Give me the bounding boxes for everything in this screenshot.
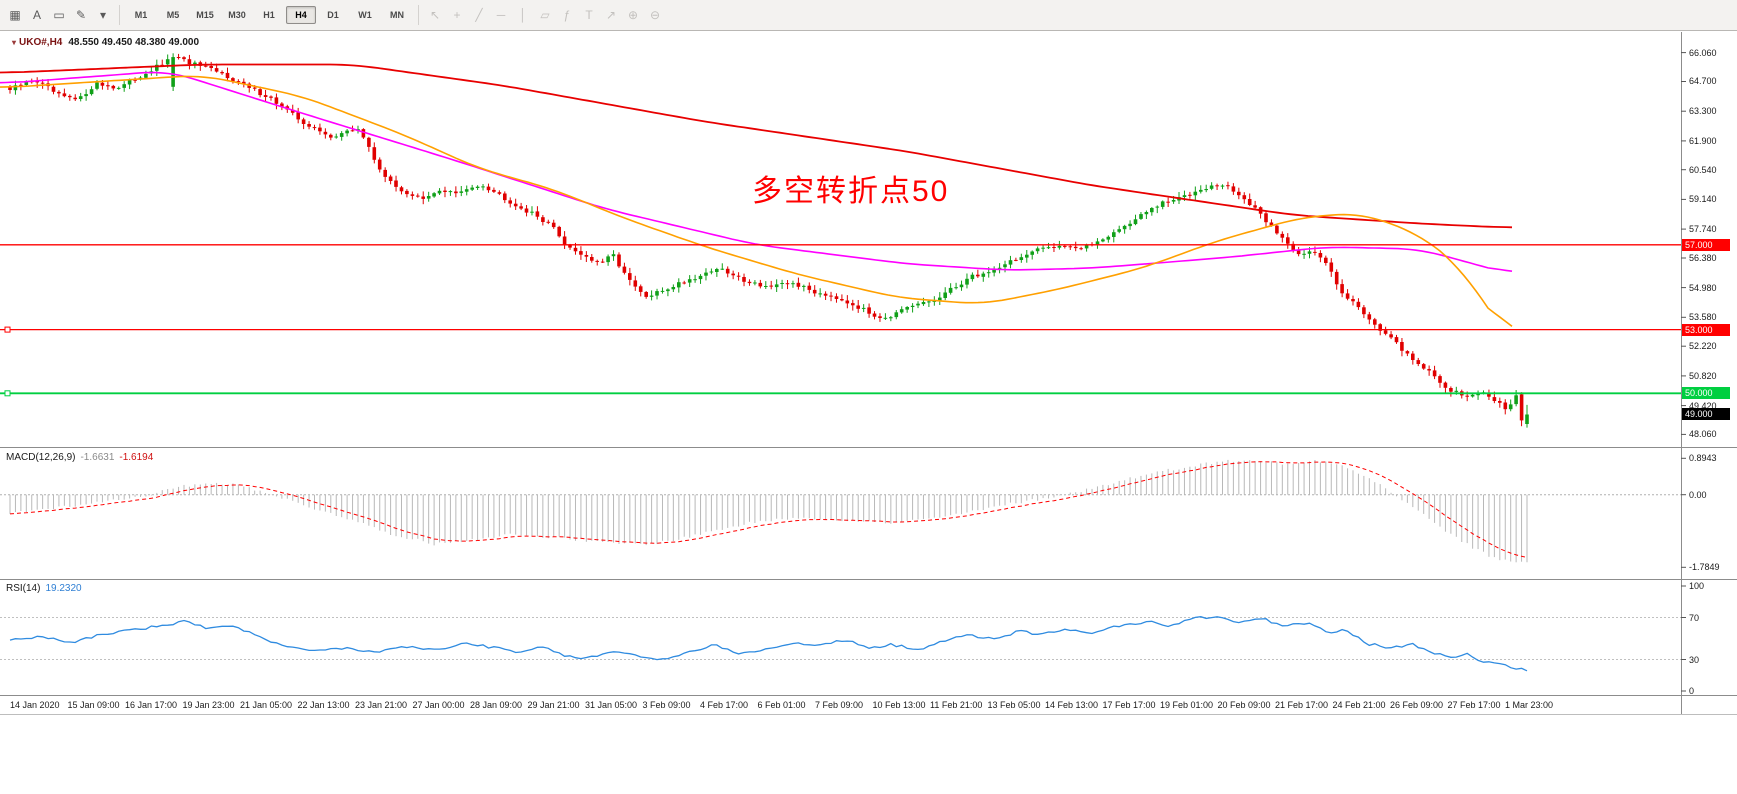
timeframe-button-m30[interactable]: M30 [228, 10, 246, 20]
timeframe-button-m15[interactable]: M15 [196, 10, 214, 20]
channel-icon[interactable]: ▱ [540, 8, 550, 22]
zoom-out-icon[interactable]: ⊖ [649, 8, 661, 22]
rsi-layer [0, 616, 1681, 672]
fibonacci-icon[interactable]: ƒ [563, 8, 571, 22]
toolbar: ▦ A ▭ ✎ ▾ M1 M5 M15 M30 H1 H4 D1 W1 MN ↖ + ╱ ─ │ ▱ ƒ T ↗ ⊕ ⊖ [0, 0, 1737, 31]
timeframe-button-mn[interactable]: MN [390, 10, 404, 20]
timeframe-button-w1[interactable]: W1 [358, 10, 372, 20]
timeframe-button-h4[interactable]: H4 [286, 6, 316, 24]
candles-layer [8, 53, 1529, 428]
moving-averages-layer [0, 63, 1513, 327]
crosshair-icon[interactable]: + [453, 8, 461, 22]
trendline-icon[interactable]: ╱ [475, 8, 483, 22]
timeframe-button-m5[interactable]: M5 [166, 10, 180, 20]
template-icon[interactable]: ▭ [53, 8, 65, 22]
panel-frame [0, 32, 1737, 715]
indicators-grid-icon[interactable]: ▦ [9, 8, 21, 22]
timeframe-button-h1[interactable]: H1 [263, 10, 275, 20]
timeframe-button-m1[interactable]: M1 [134, 10, 148, 20]
text-tool-icon[interactable]: A [32, 8, 41, 22]
macd-layer [0, 459, 1681, 563]
horizontal-lines-layer [0, 244, 1681, 397]
arrow-tool-icon[interactable]: ↗ [605, 8, 617, 22]
scale-ticks [1681, 52, 1686, 692]
timeframe-button-d1[interactable]: D1 [327, 10, 339, 20]
zoom-in-icon[interactable]: ⊕ [627, 8, 639, 22]
vertical-line-icon[interactable]: │ [519, 8, 527, 22]
horizontal-line-icon[interactable]: ─ [496, 8, 506, 22]
text-label-icon[interactable]: T [585, 8, 593, 22]
draw-tool-dropdown-icon[interactable]: ▾ [99, 8, 107, 22]
cursor-icon[interactable]: ↖ [429, 8, 441, 22]
draw-tool-icon[interactable]: ✎ [75, 8, 87, 22]
toolbar-separator [119, 5, 120, 25]
toolbar-separator [418, 5, 419, 25]
